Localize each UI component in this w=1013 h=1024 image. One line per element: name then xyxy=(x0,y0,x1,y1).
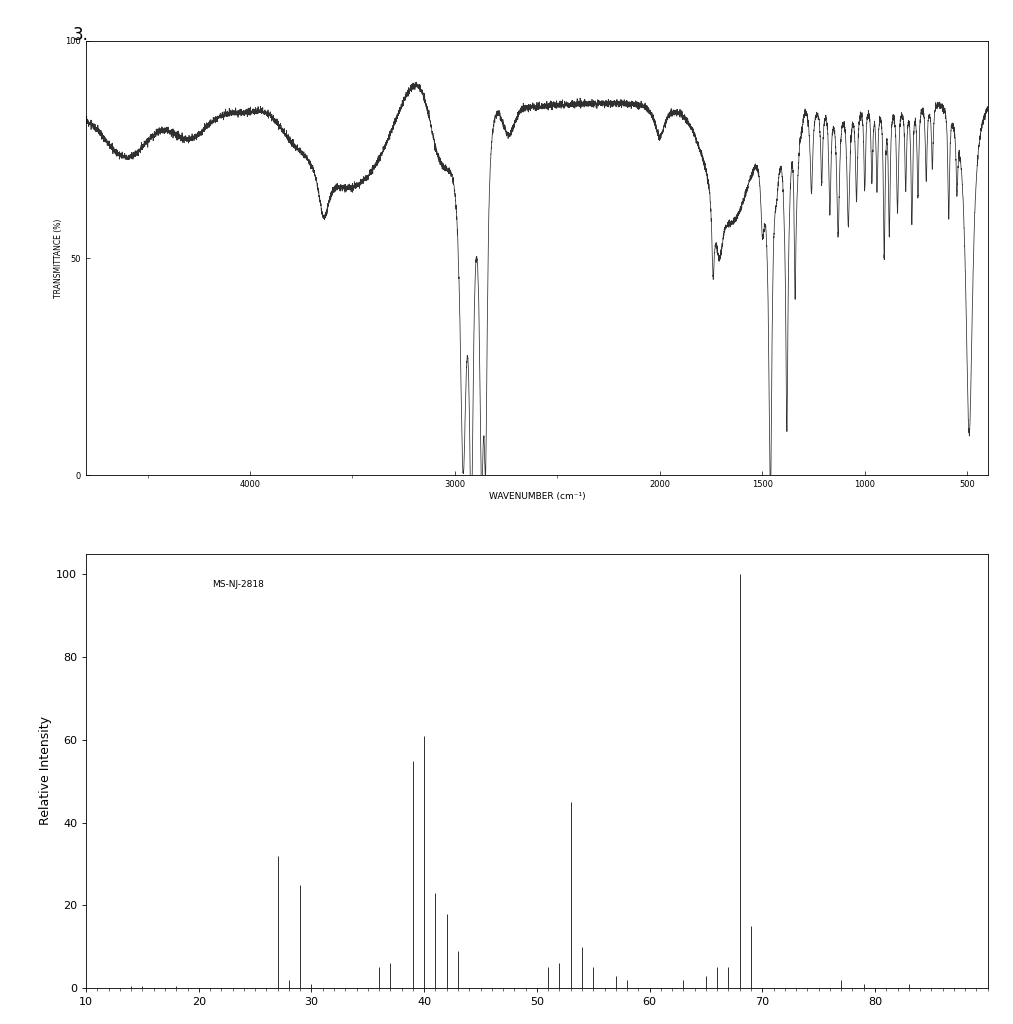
Y-axis label: Relative Intensity: Relative Intensity xyxy=(38,717,52,825)
Y-axis label: TRANSMITTANCE (%): TRANSMITTANCE (%) xyxy=(54,218,63,298)
Text: 3.: 3. xyxy=(73,26,89,44)
Text: MS-NJ-2818: MS-NJ-2818 xyxy=(213,580,264,589)
X-axis label: WAVENUMBER (cm⁻¹): WAVENUMBER (cm⁻¹) xyxy=(488,493,586,501)
